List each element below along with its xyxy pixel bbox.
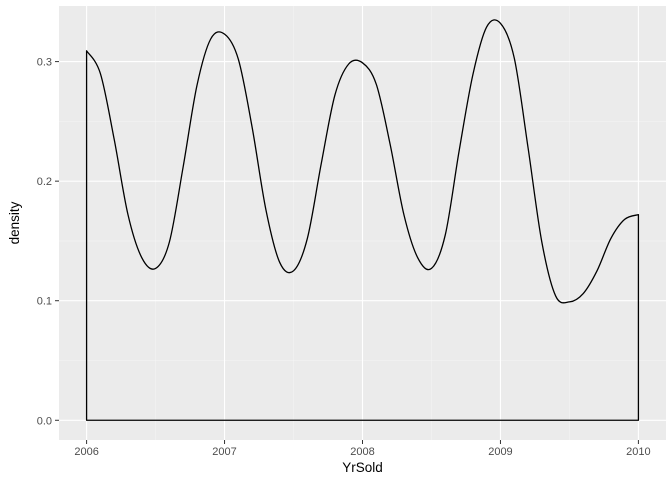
density-curve xyxy=(85,19,640,421)
density-layer xyxy=(85,19,640,421)
x-axis-title: YrSold xyxy=(342,460,383,475)
y-tick-label: 0.2 xyxy=(37,176,52,188)
x-tick-label: 2009 xyxy=(488,446,512,458)
x-tick-label: 2007 xyxy=(212,446,236,458)
y-tick-label: 0.3 xyxy=(37,57,52,69)
y-axis-title: density xyxy=(7,201,22,244)
y-axis: 0.0 0.1 0.2 0.3 xyxy=(37,57,59,427)
x-tick-label: 2006 xyxy=(74,446,98,458)
x-tick-label: 2010 xyxy=(626,446,650,458)
y-tick-label: 0.1 xyxy=(37,296,52,308)
x-axis: 2006 2007 2008 2009 2010 xyxy=(74,440,651,458)
x-tick-label: 2008 xyxy=(350,446,374,458)
y-tick-label: 0.0 xyxy=(37,415,52,427)
